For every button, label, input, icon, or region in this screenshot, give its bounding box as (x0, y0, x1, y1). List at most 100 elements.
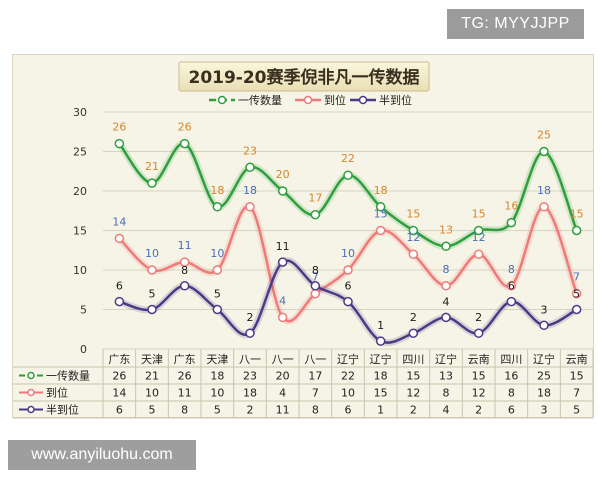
table-cell: 26 (178, 370, 192, 383)
data-label: 4 (279, 294, 286, 307)
data-label: 8 (312, 264, 319, 277)
data-point (571, 288, 582, 299)
data-label: 5 (214, 288, 221, 301)
data-point (506, 296, 517, 307)
data-point (147, 178, 157, 188)
data-label: 16 (504, 200, 518, 213)
data-point (147, 265, 157, 275)
y-tick-label: 0 (80, 343, 87, 356)
data-point (441, 241, 451, 252)
data-point (245, 202, 255, 212)
data-label: 6 (116, 280, 123, 293)
x-tick-label: 广东 (108, 353, 130, 366)
data-point (506, 281, 517, 291)
table-cell: 18 (374, 370, 388, 383)
x-tick-label: 四川 (500, 353, 522, 366)
legend-label: 一传数量 (238, 94, 282, 107)
data-point (375, 336, 386, 346)
table-cell: 2 (247, 404, 254, 417)
data-point (212, 304, 223, 315)
y-tick-label: 15 (73, 225, 87, 238)
table-cell: 15 (472, 370, 486, 383)
data-label: 2 (247, 311, 254, 324)
data-label: 18 (537, 184, 551, 197)
data-point (571, 225, 582, 236)
data-label: 11 (178, 239, 192, 252)
data-label: 18 (210, 184, 224, 197)
table-cell: 5 (149, 404, 156, 417)
x-tick-label: 云南 (566, 353, 588, 366)
table-cell: 4 (279, 387, 286, 400)
table-row-header: 一传数量 (46, 370, 90, 383)
table-cell: 8 (181, 404, 188, 417)
watermark-top: TG: MYYJJPP (447, 9, 584, 39)
x-tick-label: 辽宁 (370, 352, 392, 366)
data-point (114, 138, 125, 149)
data-point (408, 225, 419, 236)
x-tick-label: 四川 (402, 353, 424, 366)
data-label: 10 (210, 247, 224, 260)
data-point (473, 249, 484, 259)
y-tick-label: 5 (80, 304, 87, 317)
data-label: 5 (149, 288, 156, 301)
table-cell: 17 (308, 370, 322, 383)
data-label: 10 (145, 247, 159, 260)
table-cell: 22 (341, 370, 355, 383)
table-cell: 2 (410, 404, 417, 417)
table-legend-marker (27, 405, 35, 414)
data-label: 14 (112, 215, 126, 228)
table-legend-marker (27, 388, 35, 397)
table-cell: 11 (276, 404, 290, 417)
table-cell: 7 (573, 387, 580, 400)
line-chart: 2019-20赛季倪非凡一传数据 051015202530广东 天津 广东 天津 八一八… (13, 61, 594, 419)
x-tick-label: 云南 (468, 353, 490, 366)
legend-marker (303, 95, 313, 105)
data-point (212, 265, 223, 275)
table-cell: 6 (116, 404, 123, 417)
table-cell: 5 (214, 404, 221, 417)
data-point (212, 202, 223, 212)
table-cell: 16 (504, 370, 518, 383)
table-cell: 15 (570, 370, 584, 383)
data-point (114, 296, 125, 307)
table-cell: 13 (439, 370, 453, 383)
data-point (473, 225, 484, 236)
data-label: 7 (573, 271, 580, 284)
data-point (506, 217, 517, 228)
data-point (114, 233, 125, 244)
data-label: 2 (475, 311, 482, 324)
x-tick-label: 天津 (206, 353, 228, 366)
data-point (310, 281, 321, 291)
data-label: 21 (145, 160, 159, 173)
data-point (441, 281, 451, 291)
data-label: 13 (439, 223, 453, 236)
table-cell: 12 (406, 387, 420, 400)
data-point (408, 249, 419, 259)
data-label: 8 (443, 263, 450, 276)
y-tick-label: 25 (73, 146, 87, 159)
data-point (179, 138, 190, 149)
table-cell: 11 (178, 387, 192, 400)
data-point (441, 312, 451, 323)
x-tick-label: 辽宁 (533, 352, 555, 366)
data-point (277, 312, 288, 323)
data-label: 1 (377, 319, 384, 332)
data-point (179, 281, 190, 291)
table-row-header: 半到位 (46, 403, 79, 417)
data-label: 7 (312, 271, 319, 284)
data-point (277, 186, 288, 196)
x-tick-label: 天津 (141, 353, 163, 366)
data-label: 12 (406, 231, 420, 244)
data-point (408, 328, 419, 338)
data-label: 8 (508, 263, 515, 276)
table-cell: 18 (537, 387, 551, 400)
data-label: 15 (570, 208, 584, 221)
chart-title-box (178, 61, 430, 92)
y-tick-label: 20 (73, 185, 87, 198)
legend-label: 到位 (324, 93, 346, 107)
table-cell: 26 (112, 370, 126, 383)
data-point (473, 328, 484, 338)
chart-title: 2019-20赛季倪非凡一传数据 (188, 67, 419, 88)
data-point (539, 202, 549, 212)
legend-label: 半到位 (379, 93, 412, 107)
